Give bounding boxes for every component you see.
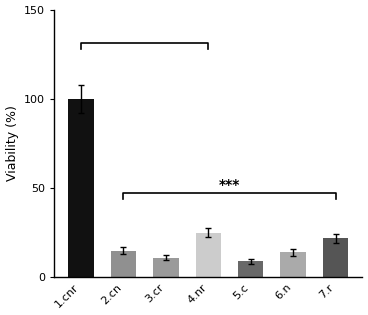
Bar [195,233,221,278]
Bar [153,258,178,278]
Bar [323,238,348,278]
Y-axis label: Viability (%): Viability (%) [6,106,18,181]
Bar [111,250,136,278]
Text: ***: *** [219,178,240,192]
Bar [68,99,93,278]
Bar [238,261,263,278]
Bar [280,252,306,278]
